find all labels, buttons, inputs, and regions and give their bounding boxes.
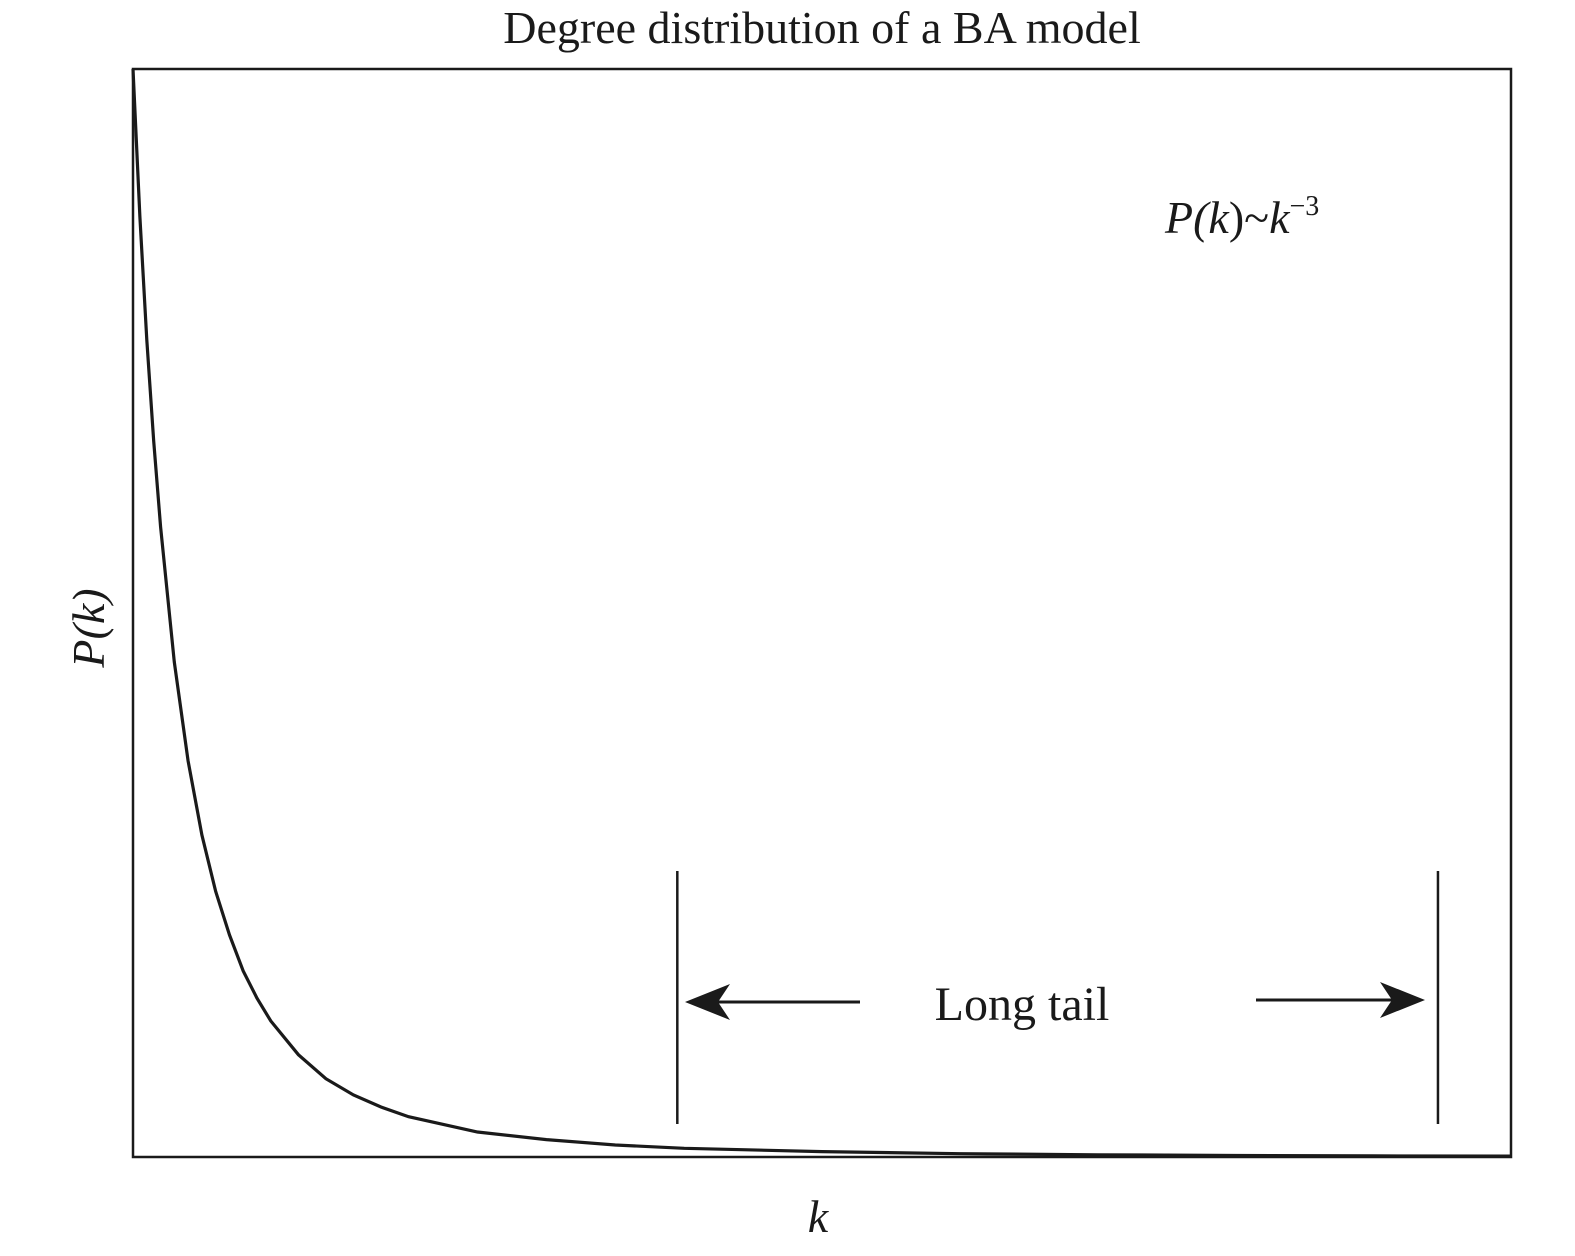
- formula-base: P(: [1164, 192, 1211, 243]
- series-line-power-law: [131, 68, 1512, 1158]
- formula-annotation: P(k)~k−3: [1164, 191, 1319, 243]
- formula-var2: k: [1269, 192, 1291, 243]
- x-axis-label: k: [808, 1191, 830, 1242]
- long-tail-label: Long tail: [935, 978, 1110, 1031]
- long-tail-left-arrow-head: [685, 984, 730, 1020]
- y-axis-label: P(k): [63, 588, 114, 668]
- chart-title: Degree distribution of a BA model: [503, 2, 1141, 53]
- plot-frame: [131, 67, 1513, 1159]
- formula-var: k: [1208, 192, 1230, 243]
- formula-exponent: −3: [1289, 191, 1319, 222]
- formula-close: )~: [1229, 192, 1269, 243]
- long-tail-right-arrow-head: [1380, 982, 1425, 1018]
